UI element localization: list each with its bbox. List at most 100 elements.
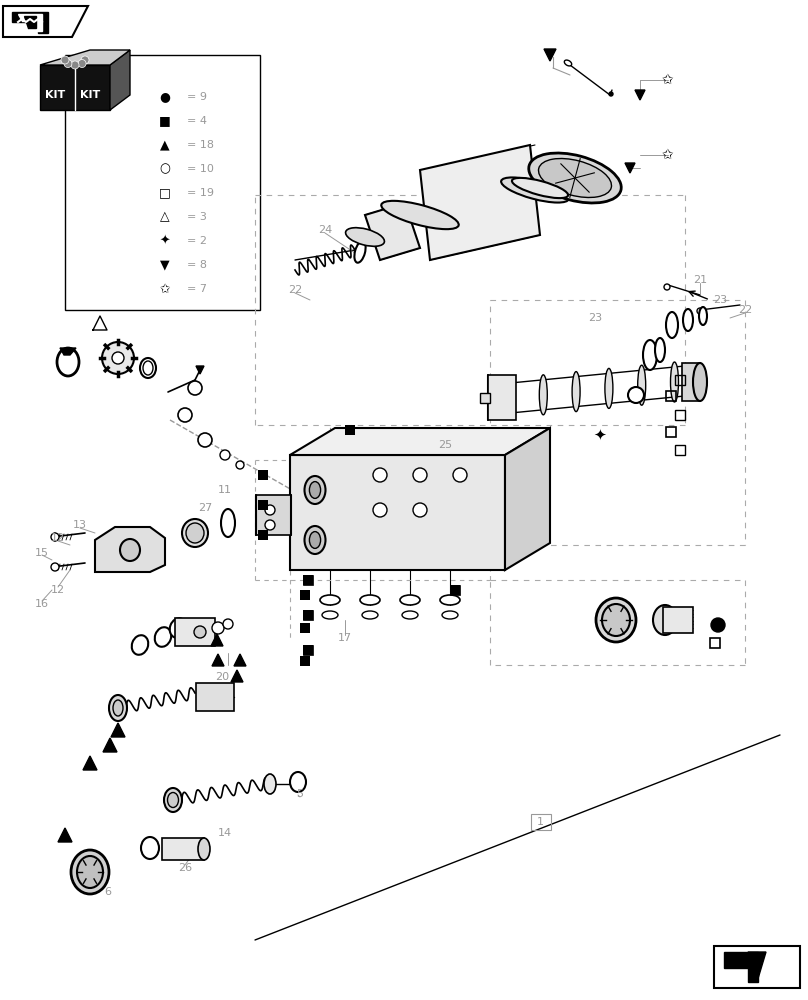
Text: = 4: = 4 xyxy=(187,116,207,126)
Ellipse shape xyxy=(57,348,79,376)
Bar xyxy=(666,391,676,401)
Ellipse shape xyxy=(141,837,159,859)
Circle shape xyxy=(71,61,79,69)
Bar xyxy=(663,607,693,633)
Polygon shape xyxy=(635,90,645,100)
Text: 24: 24 xyxy=(318,225,332,235)
Bar xyxy=(303,610,313,620)
Polygon shape xyxy=(420,145,540,260)
Ellipse shape xyxy=(564,60,572,66)
Polygon shape xyxy=(103,738,117,752)
Ellipse shape xyxy=(140,358,156,378)
Ellipse shape xyxy=(400,595,420,605)
Polygon shape xyxy=(365,203,420,260)
Text: = 9: = 9 xyxy=(187,92,207,102)
Bar xyxy=(531,814,551,830)
Text: ■: ■ xyxy=(159,114,170,127)
Polygon shape xyxy=(724,952,758,982)
Ellipse shape xyxy=(539,375,547,415)
Text: 21: 21 xyxy=(693,275,707,285)
Text: 13: 13 xyxy=(73,520,87,530)
Ellipse shape xyxy=(602,604,630,636)
Ellipse shape xyxy=(113,700,123,716)
Ellipse shape xyxy=(643,340,657,370)
Circle shape xyxy=(194,626,206,638)
Text: 12: 12 xyxy=(51,585,65,595)
Ellipse shape xyxy=(71,850,109,894)
Ellipse shape xyxy=(155,627,171,647)
Circle shape xyxy=(212,622,224,634)
Circle shape xyxy=(188,381,202,395)
Text: 15: 15 xyxy=(35,548,49,558)
Circle shape xyxy=(223,619,233,629)
Circle shape xyxy=(609,92,613,96)
Ellipse shape xyxy=(538,159,612,197)
Circle shape xyxy=(78,60,86,68)
Polygon shape xyxy=(24,16,36,28)
Text: 22: 22 xyxy=(738,305,752,315)
Text: 22: 22 xyxy=(288,285,302,295)
Ellipse shape xyxy=(402,611,418,619)
Circle shape xyxy=(236,461,244,469)
Polygon shape xyxy=(748,952,766,982)
Ellipse shape xyxy=(362,611,378,619)
Ellipse shape xyxy=(355,241,365,263)
Text: 23: 23 xyxy=(588,313,602,323)
Circle shape xyxy=(413,468,427,482)
Text: ✩: ✩ xyxy=(663,73,674,87)
Polygon shape xyxy=(211,634,223,646)
Circle shape xyxy=(628,387,644,403)
Ellipse shape xyxy=(264,774,276,794)
Text: 26: 26 xyxy=(178,863,192,873)
Ellipse shape xyxy=(528,153,621,203)
Text: ○: ○ xyxy=(159,162,170,176)
Ellipse shape xyxy=(512,178,568,198)
Bar xyxy=(300,656,310,666)
Text: 5: 5 xyxy=(297,789,304,799)
Ellipse shape xyxy=(572,372,580,412)
Ellipse shape xyxy=(120,539,140,561)
Bar xyxy=(196,683,234,711)
Bar xyxy=(175,618,215,646)
Text: △: △ xyxy=(160,211,170,224)
Text: ▼: ▼ xyxy=(160,258,170,271)
Text: 12: 12 xyxy=(51,533,65,543)
Circle shape xyxy=(413,503,427,517)
Ellipse shape xyxy=(109,695,127,721)
Text: = 19: = 19 xyxy=(187,188,214,198)
Ellipse shape xyxy=(132,635,148,655)
Ellipse shape xyxy=(596,598,636,642)
Text: KIT: KIT xyxy=(45,90,65,100)
Text: 1: 1 xyxy=(537,817,544,827)
Circle shape xyxy=(373,503,387,517)
Polygon shape xyxy=(234,654,246,666)
Circle shape xyxy=(51,533,59,541)
Bar xyxy=(480,393,490,403)
Text: 14: 14 xyxy=(218,828,232,838)
Text: 25: 25 xyxy=(438,440,452,450)
Bar xyxy=(300,623,310,633)
Polygon shape xyxy=(231,670,243,682)
Polygon shape xyxy=(212,654,224,666)
Ellipse shape xyxy=(198,838,210,860)
Text: 27: 27 xyxy=(198,503,213,513)
Bar xyxy=(65,55,260,310)
Circle shape xyxy=(81,56,89,64)
Ellipse shape xyxy=(666,312,678,338)
Bar xyxy=(450,585,460,595)
Circle shape xyxy=(711,618,725,632)
Ellipse shape xyxy=(322,611,338,619)
Polygon shape xyxy=(544,49,556,61)
Text: = 18: = 18 xyxy=(187,140,214,150)
Bar xyxy=(303,645,313,655)
Text: ✦: ✦ xyxy=(160,234,170,247)
Circle shape xyxy=(61,56,69,64)
Bar xyxy=(675,410,685,420)
Polygon shape xyxy=(40,50,130,65)
Polygon shape xyxy=(3,6,88,37)
Polygon shape xyxy=(58,828,72,842)
Ellipse shape xyxy=(699,307,707,325)
Ellipse shape xyxy=(501,177,569,203)
Text: 20: 20 xyxy=(215,672,229,682)
Ellipse shape xyxy=(309,482,321,498)
